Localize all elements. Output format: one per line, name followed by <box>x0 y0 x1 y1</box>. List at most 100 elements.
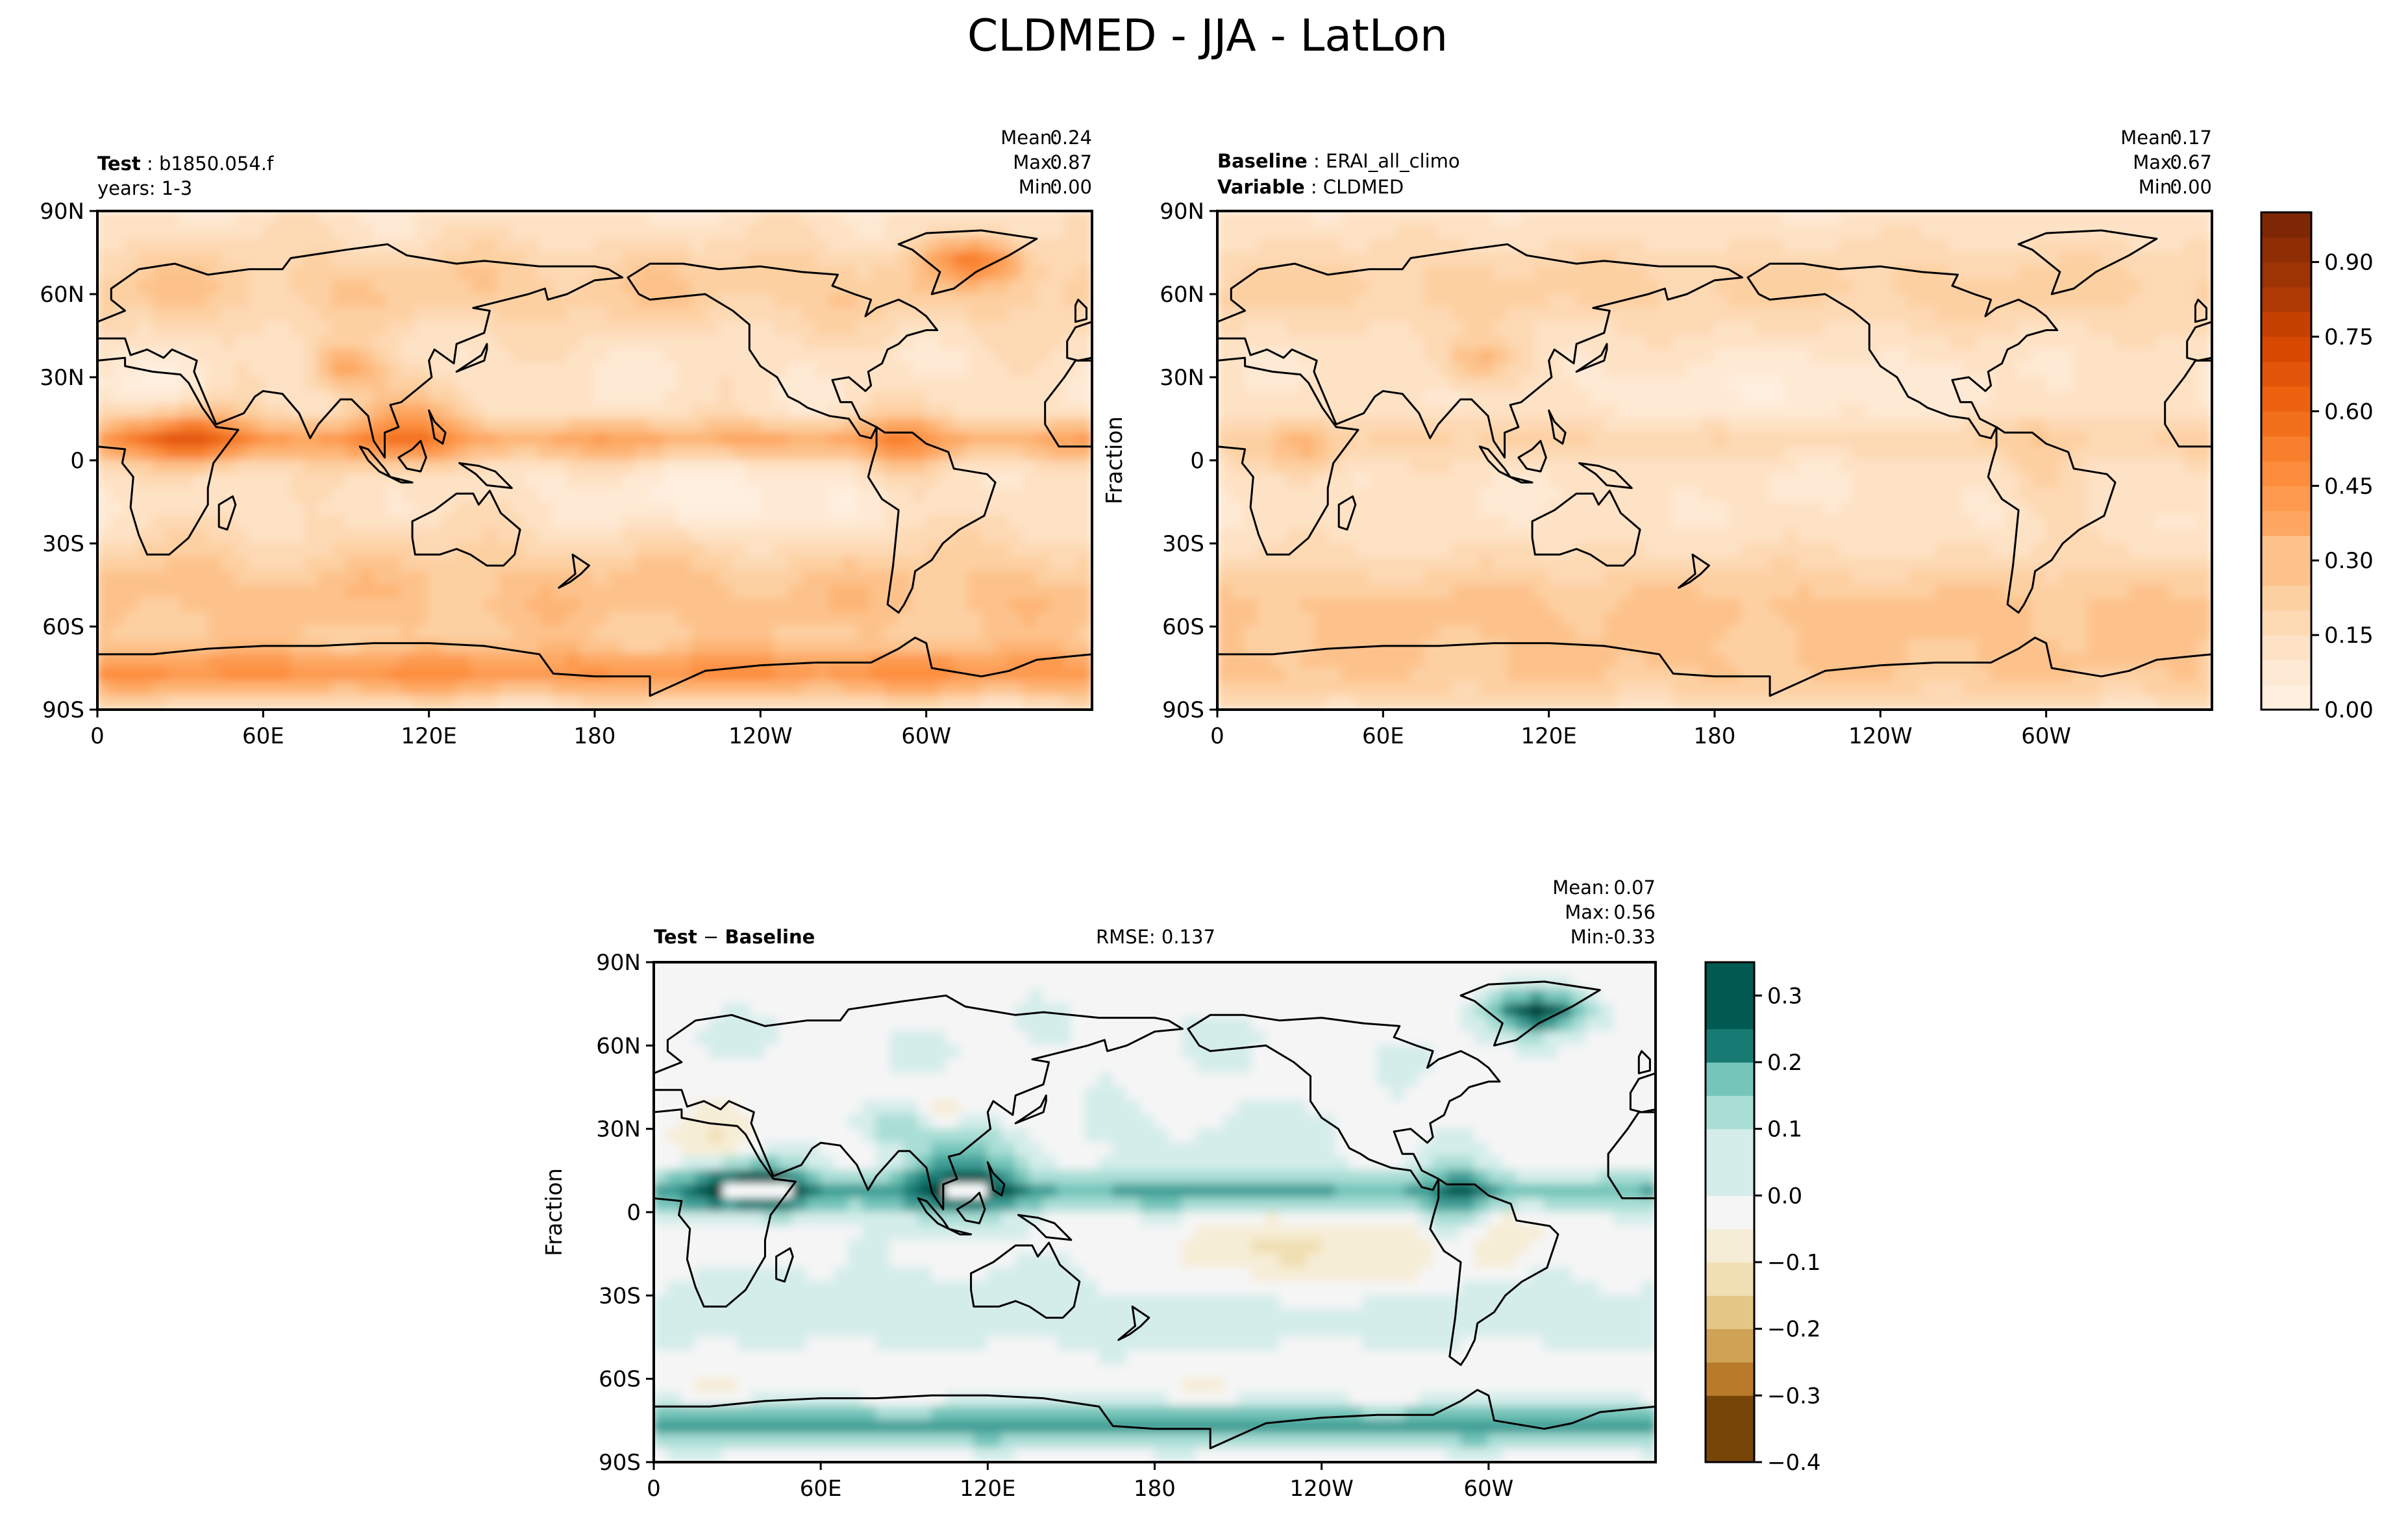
colorbar-tick-label: 0.0 <box>1767 1183 1802 1209</box>
baseline-map <box>1217 211 2212 710</box>
colorbar-level <box>1706 1328 1754 1363</box>
y-tick-label: 90N <box>1160 199 1204 225</box>
diff-title-op: − <box>697 926 725 948</box>
colorbar-level <box>1706 995 1754 1030</box>
figure-title: CLDMED - JJA - LatLon <box>967 10 1448 62</box>
x-tick-label: 180 <box>574 723 616 749</box>
diff-rmse: RMSE: 0.137 <box>1096 926 1215 948</box>
test-max-value: 0.87 <box>1050 151 1092 173</box>
baseline-variable-value: CLDMED <box>1323 176 1404 198</box>
y-tick-label: 0 <box>627 1200 641 1226</box>
baseline-mean-label: Mean: <box>2120 127 2178 149</box>
colorbar-tick-label: 0.00 <box>2324 697 2374 723</box>
y-tick-label: 90S <box>599 1450 641 1476</box>
y-tick-label: 90N <box>596 950 641 976</box>
colorbar-level <box>1706 1095 1754 1130</box>
colorbar-tick-label: −0.2 <box>1767 1317 1821 1343</box>
y-tick-label: 30S <box>1162 531 1204 557</box>
colorbar-level <box>1706 1195 1754 1230</box>
difference-map <box>654 962 1656 1462</box>
test-title-value: b1850.054.f <box>159 153 274 175</box>
colorbar-level <box>2261 237 2311 263</box>
field-cells <box>1217 211 2212 710</box>
x-tick-label: 60W <box>1463 1476 1513 1502</box>
panel-difference-header: Test − Baseline RMSE: 0.137 Mean: 0.07 M… <box>654 876 1656 948</box>
x-tick-label: 60E <box>242 723 284 749</box>
colorbar-level <box>2261 535 2311 561</box>
difference-colorbar: 0.3 0.2 0.1 0.0 −0.1 −0.2 −0.3 −0.4 <box>1704 961 1821 1476</box>
x-tick-label: 180 <box>1134 1476 1176 1502</box>
colorbar-tick-label: −0.4 <box>1767 1450 1821 1476</box>
colorbar-level <box>2261 336 2311 362</box>
y-tick-label: 90S <box>1162 697 1204 723</box>
baseline-max-label: Max: <box>2133 151 2178 173</box>
colorbar-frame <box>2260 211 2313 711</box>
x-tick-label: 120E <box>960 1476 1015 1502</box>
y-tick-label: 60N <box>596 1033 641 1059</box>
y-tick-label: 90N <box>40 199 84 225</box>
diff-title-label2: Baseline <box>725 926 815 948</box>
coastlines <box>654 980 1656 1462</box>
diff-max-label: Max: <box>1565 901 1610 923</box>
colorbar-level <box>1706 1395 1754 1430</box>
field-cells <box>654 962 1656 1462</box>
x-tick-label: 0 <box>90 723 105 749</box>
baseline-title-label: Baseline <box>1217 150 1308 172</box>
colorbar-level <box>2261 684 2311 710</box>
x-tick-label: 60W <box>901 723 951 749</box>
diff-ylabel: Fraction <box>541 1168 567 1256</box>
colorbar-level <box>1706 962 1754 996</box>
colorbar-level <box>1706 1028 1754 1063</box>
diff-mean-label: Mean: <box>1552 876 1610 899</box>
colorbar-tick-label: 0.15 <box>2324 623 2374 649</box>
y-tick-label: 90S <box>42 697 84 723</box>
diff-mean-value: 0.07 <box>1613 876 1656 899</box>
colorbar-tick-label: 0.90 <box>2324 250 2374 276</box>
y-tick-label: 30S <box>599 1283 641 1309</box>
test-max-label: Max: <box>1013 151 1058 173</box>
y-tick-label: 30N <box>1160 365 1204 391</box>
baseline-axes: 0 60E 120E 180 120W 60W 90N 60N 30N 0 30S 60S 90S <box>1160 199 2071 749</box>
y-tick-label: 30N <box>596 1117 641 1143</box>
diff-min-label: Min: <box>1570 926 1610 948</box>
colorbar-level <box>2261 560 2311 586</box>
colorbar-level <box>1706 1262 1754 1296</box>
difference-axes: 0 60E 120E 180 120W 60W 90N 60N 30N 0 30S 60S 90S <box>596 950 1513 1502</box>
y-tick-label: 30N <box>40 365 84 391</box>
y-tick-label: 60N <box>1160 282 1204 308</box>
colorbar-level <box>1706 1162 1754 1196</box>
coastlines <box>1217 229 2212 710</box>
colorbar-level <box>2261 635 2311 660</box>
panel-baseline-header: Baseline : ERAI_all_climo Variable : CLD… <box>1217 127 2212 198</box>
colorbar-level <box>2261 312 2311 338</box>
x-tick-label: 120W <box>728 723 793 749</box>
x-tick-label: 120W <box>1848 723 1913 749</box>
colorbar-tick-label: −0.1 <box>1767 1250 1821 1276</box>
colorbar-level <box>1706 1062 1754 1096</box>
diff-title-label: Test <box>654 926 697 948</box>
x-tick-label: 120E <box>401 723 456 749</box>
baseline-mean-value: 0.17 <box>2170 127 2212 149</box>
baseline-min-label: Min: <box>2139 176 2178 198</box>
colorbar-tick-label: 0.45 <box>2324 473 2374 499</box>
colorbar-tick-label: 0.1 <box>1767 1117 1802 1143</box>
x-tick-label: 180 <box>1694 723 1736 749</box>
colorbar-tick-label: 0.2 <box>1767 1050 1802 1076</box>
colorbar-level <box>2261 660 2311 686</box>
x-tick-label: 0 <box>1210 723 1224 749</box>
x-tick-label: 120E <box>1521 723 1576 749</box>
x-tick-label: 60E <box>1362 723 1404 749</box>
x-tick-label: 60E <box>800 1476 842 1502</box>
panel-test-header: Test : b1850.054.f years: 1-3 Mean: 0.24… <box>97 127 1092 199</box>
colorbar-tick-label: 0.3 <box>1767 983 1802 1009</box>
test-mean-label: Mean: <box>1000 127 1058 149</box>
panel-test: Test : b1850.054.f years: 1-3 Mean: 0.24… <box>40 127 1093 749</box>
diff-max-value: 0.56 <box>1613 901 1656 923</box>
colorbar-level <box>2261 286 2311 312</box>
colorbar-level <box>1706 1362 1754 1396</box>
test-min-value: 0.00 <box>1050 176 1092 198</box>
test-subtitle: years: 1-3 <box>97 177 192 199</box>
colorbar-frame <box>1704 961 1756 1463</box>
x-tick-label: 120W <box>1289 1476 1354 1502</box>
field-cells <box>97 211 1092 710</box>
